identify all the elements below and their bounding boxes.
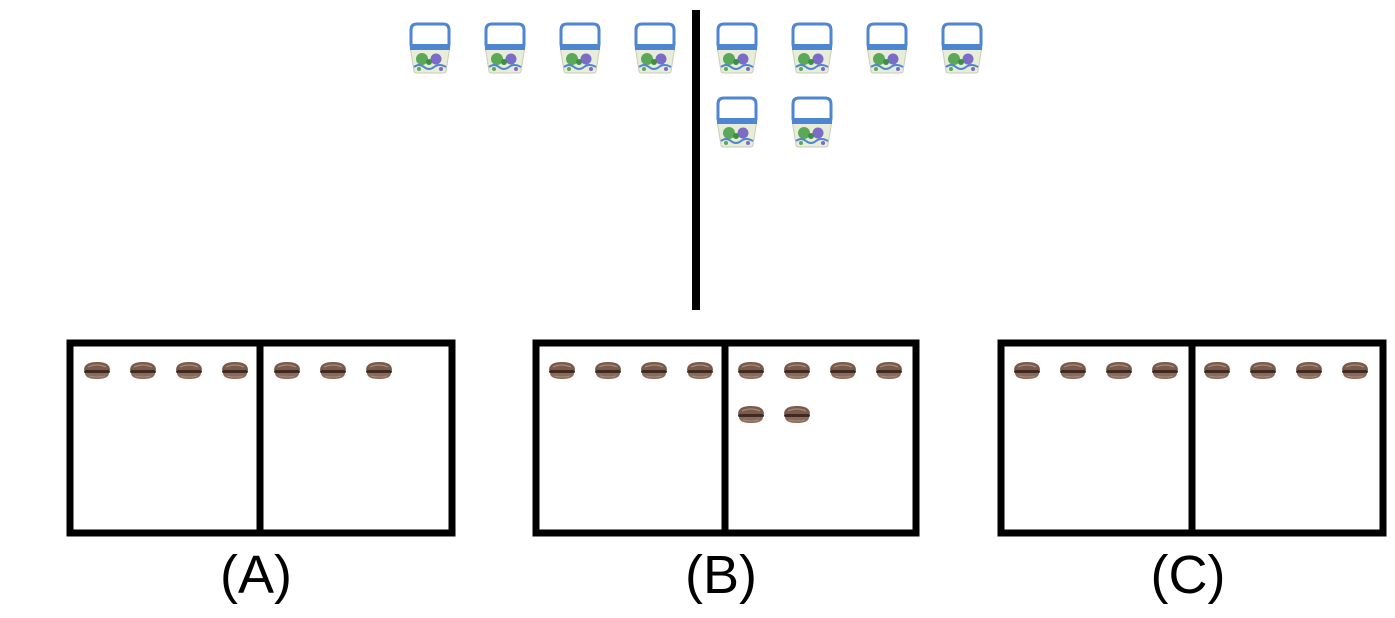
burger-icon (1249, 361, 1277, 380)
burger-icon (640, 361, 668, 380)
burger-icon (783, 405, 811, 424)
right-basket-group (715, 22, 984, 148)
burger-icon (783, 361, 811, 380)
option-a-left-group (83, 361, 249, 380)
option-a[interactable]: (A) (66, 339, 456, 605)
basket-icon (940, 22, 984, 74)
burger-icon (1059, 361, 1087, 380)
burger-icon (1295, 361, 1323, 380)
basket-icon (715, 22, 759, 74)
burger-icon (1013, 361, 1041, 380)
top-basket-area (408, 10, 984, 310)
burger-icon (365, 361, 393, 380)
option-a-right-group (273, 361, 393, 380)
basket-icon (790, 96, 834, 148)
option-b-right-group (737, 361, 903, 424)
burger-icon (1203, 361, 1231, 380)
left-basket-group (408, 22, 677, 74)
burger-icon (129, 361, 157, 380)
basket-icon (633, 22, 677, 74)
burger-icon (1341, 361, 1369, 380)
burger-icon (875, 361, 903, 380)
option-b-left-group (548, 361, 714, 380)
option-c-label[interactable]: (C) (1151, 545, 1226, 605)
burger-icon (319, 361, 347, 380)
basket-icon (715, 96, 759, 148)
option-a-label[interactable]: (A) (220, 545, 292, 605)
burger-icon (829, 361, 857, 380)
burger-icon (83, 361, 111, 380)
burger-icon (686, 361, 714, 380)
option-c-right-group (1203, 361, 1369, 380)
burger-icon (737, 405, 765, 424)
option-c[interactable]: (C) (997, 339, 1387, 605)
option-b-label[interactable]: (B) (685, 545, 757, 605)
burger-icon (737, 361, 765, 380)
basket-icon (408, 22, 452, 74)
top-divider-line (692, 10, 700, 310)
burger-icon (594, 361, 622, 380)
burger-icon (273, 361, 301, 380)
burger-icon (548, 361, 576, 380)
basket-icon (558, 22, 602, 74)
burger-icon (1151, 361, 1179, 380)
burger-icon (175, 361, 203, 380)
burger-icon (1105, 361, 1133, 380)
basket-icon (790, 22, 834, 74)
option-b[interactable]: (B) (532, 339, 920, 605)
burger-icon (221, 361, 249, 380)
basket-icon (865, 22, 909, 74)
basket-icon (483, 22, 527, 74)
option-c-left-group (1013, 361, 1179, 380)
